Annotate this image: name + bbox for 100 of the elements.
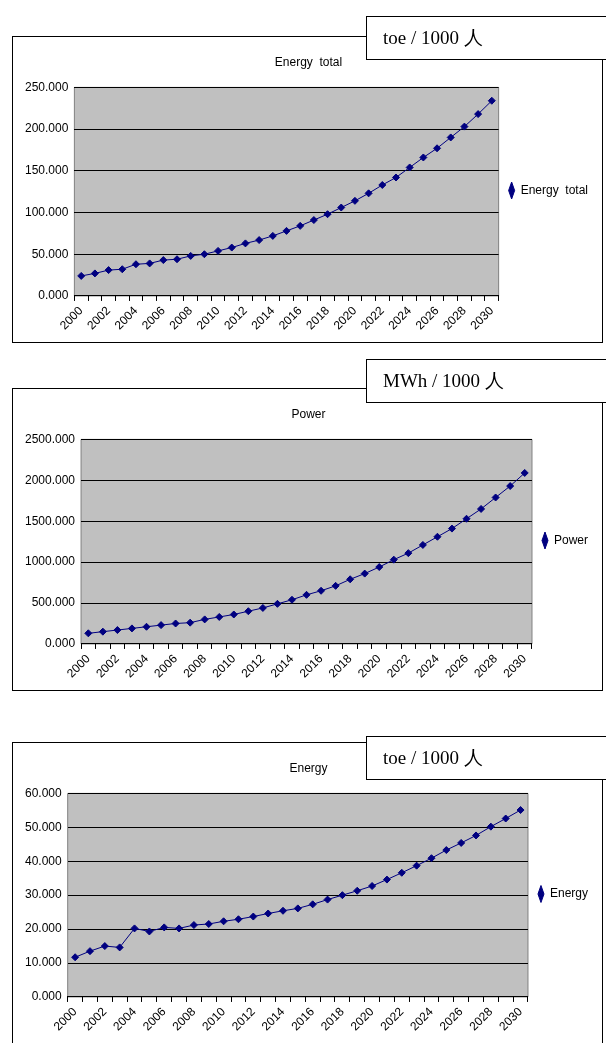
point	[460, 122, 469, 131]
point	[323, 895, 332, 904]
point	[293, 904, 302, 913]
point	[337, 203, 346, 212]
point	[159, 256, 168, 265]
point	[186, 618, 195, 627]
legend-label: Power	[553, 532, 588, 547]
y-tick-label: 200.000	[24, 121, 69, 136]
point	[244, 607, 253, 616]
point	[219, 917, 228, 926]
point	[309, 216, 318, 225]
point	[317, 586, 326, 595]
point	[368, 882, 377, 891]
point	[171, 619, 180, 628]
point	[282, 226, 291, 235]
chart-title: Energy total	[274, 54, 343, 69]
point	[462, 514, 471, 523]
point	[229, 610, 238, 619]
point	[278, 906, 287, 915]
point	[353, 886, 362, 895]
point	[200, 250, 209, 259]
point	[331, 581, 340, 590]
y-tick-label: 10.000	[25, 955, 63, 970]
point	[131, 260, 140, 269]
point	[127, 624, 136, 633]
y-tick-label: 0.000	[31, 989, 63, 1004]
point	[375, 563, 384, 572]
point	[175, 924, 184, 933]
y-tick-label: 0.000	[38, 288, 69, 303]
point	[391, 173, 400, 182]
y-tick-label: 250.000	[24, 79, 69, 94]
point	[404, 549, 413, 558]
point	[378, 181, 387, 189]
point	[90, 269, 99, 278]
y-tick-label: 1000.000	[24, 554, 76, 569]
point	[118, 265, 127, 274]
point	[186, 251, 195, 260]
y-tick-label: 100.000	[24, 204, 69, 219]
point	[474, 110, 483, 119]
point	[446, 133, 455, 142]
point	[98, 627, 107, 636]
point	[520, 468, 529, 477]
point	[472, 831, 481, 840]
y-tick-label: 40.000	[25, 853, 63, 868]
text: MWh / 1000 人	[366, 359, 606, 403]
point	[85, 947, 94, 956]
point	[350, 196, 359, 205]
y-tick-label: 1500.000	[24, 513, 76, 528]
point	[241, 239, 250, 248]
point	[255, 236, 264, 245]
point	[145, 259, 154, 268]
y-tick-label: 50.000	[25, 819, 63, 834]
point	[487, 96, 496, 105]
point	[501, 814, 510, 823]
point	[323, 210, 332, 219]
legend-label: Energy	[549, 886, 589, 901]
point	[433, 532, 442, 541]
point	[157, 621, 166, 630]
point	[486, 822, 495, 831]
point	[214, 246, 223, 255]
text: toe / 1000 人	[366, 16, 606, 60]
point	[364, 189, 373, 198]
point	[308, 900, 317, 909]
point	[227, 243, 236, 252]
point	[104, 266, 113, 275]
point	[200, 615, 209, 624]
point	[145, 927, 154, 936]
y-tick-label: 20.000	[25, 921, 63, 936]
y-tick-label: 50.000	[31, 246, 69, 261]
point	[287, 595, 296, 604]
point	[130, 924, 139, 933]
point	[173, 255, 182, 264]
y-tick-label: 150.000	[24, 163, 69, 178]
point	[346, 575, 355, 584]
legend-label: Energy total	[520, 182, 588, 197]
y-tick-label: 2500.000	[24, 431, 76, 446]
point	[302, 590, 311, 599]
y-tick-label: 30.000	[25, 887, 63, 902]
point	[419, 153, 428, 162]
point	[442, 846, 451, 855]
point	[189, 921, 198, 930]
text: toe / 1000 人	[366, 736, 606, 780]
point	[268, 231, 277, 240]
y-tick-label: 60.000	[25, 785, 63, 800]
point	[405, 163, 414, 172]
point	[447, 524, 456, 533]
chart-title: Energy	[289, 760, 328, 775]
point	[258, 603, 267, 612]
point	[418, 540, 427, 549]
point	[273, 599, 282, 608]
point	[382, 875, 391, 884]
point	[457, 838, 466, 847]
point	[84, 629, 93, 638]
point	[433, 144, 442, 153]
point	[338, 891, 347, 900]
point	[477, 504, 486, 513]
point	[412, 861, 421, 870]
point	[491, 493, 500, 502]
point	[77, 271, 86, 280]
point	[516, 806, 525, 815]
